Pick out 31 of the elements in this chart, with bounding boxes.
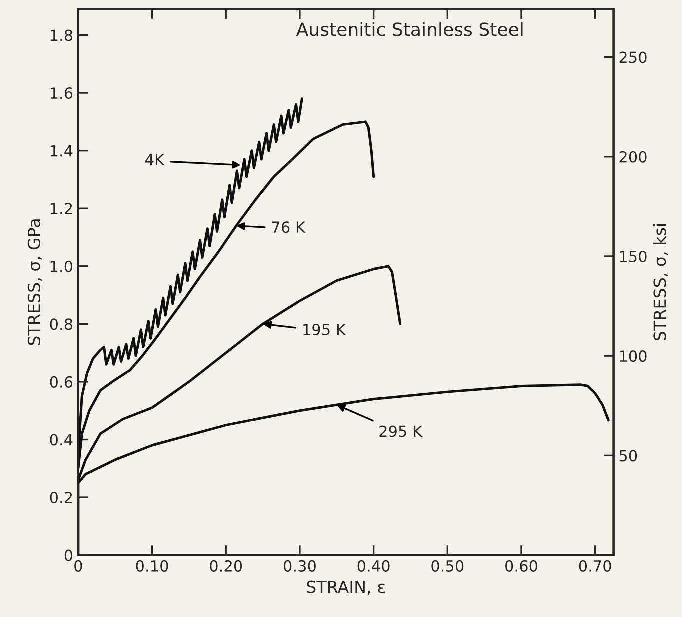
y2-tick-label: 250 xyxy=(620,52,647,64)
y2-tick-label: 200 xyxy=(620,151,647,163)
x-axis-title: STRAIN, ε xyxy=(307,580,386,596)
annotation: 4K xyxy=(146,154,165,166)
y2-axis-title: STRESS, σ, ksi xyxy=(653,224,668,341)
y-tick-label: 0.4 xyxy=(50,434,73,446)
annotation: 295 K xyxy=(380,426,423,438)
text: Austenitic Stainless Steel xyxy=(296,22,523,36)
y-tick-label: 1.2 xyxy=(50,203,72,214)
y-tick-label: 0.2 xyxy=(50,492,72,504)
x-tick-label: 0.20 xyxy=(210,560,242,572)
x-tick-label: 0.40 xyxy=(358,560,390,572)
y-tick-label: 0 xyxy=(64,550,73,562)
x-tick-label: 0.10 xyxy=(136,560,168,572)
y-tick-label: 0.6 xyxy=(50,376,73,388)
annotation: 195 K xyxy=(304,324,346,336)
x-tick-label: 0.50 xyxy=(432,560,464,572)
x-tick-label: 0.30 xyxy=(284,560,316,572)
y2-tick-label: 150 xyxy=(620,250,647,262)
y-tick-label: 1.0 xyxy=(50,260,73,272)
x-tick-label: 0 xyxy=(74,560,82,572)
y-tick-label: 1.8 xyxy=(50,30,73,42)
y-tick-label: 1.6 xyxy=(50,88,73,100)
y-axis-title: STRESS, σ, GPa xyxy=(28,220,42,346)
y2-tick-label: 100 xyxy=(620,350,647,362)
annotation: 76 K xyxy=(272,222,306,234)
y-tick-label: 0.8 xyxy=(50,318,73,330)
x-tick-label: 0.60 xyxy=(505,560,538,572)
x-tick-label: 0.70 xyxy=(579,560,612,572)
y-tick-label: 1.4 xyxy=(50,145,73,157)
y2-tick-label: 50 xyxy=(620,450,638,462)
